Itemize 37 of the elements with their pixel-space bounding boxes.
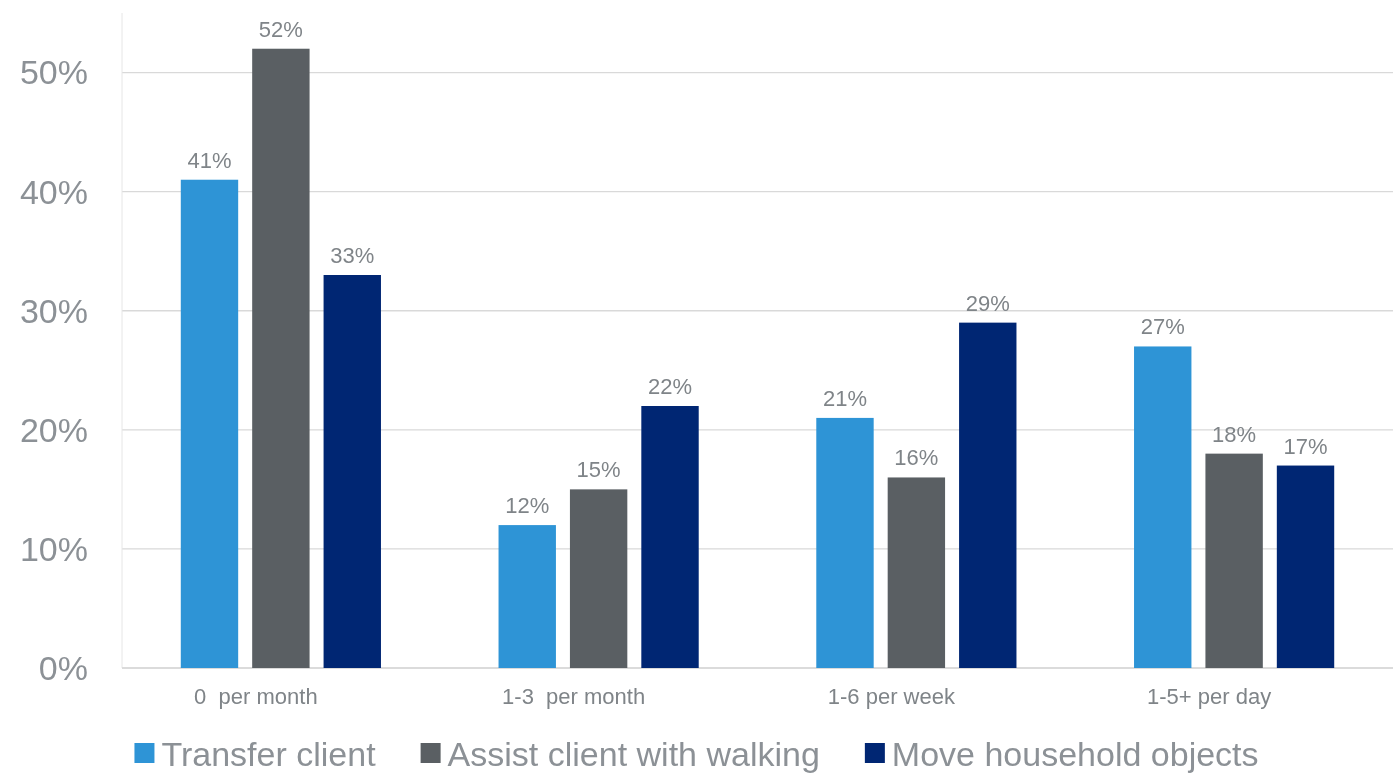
bar — [180, 179, 239, 668]
y-tick-label: 10% — [19, 529, 88, 568]
bar — [323, 275, 381, 668]
bar — [1205, 453, 1263, 668]
bar — [887, 477, 946, 668]
bar — [569, 489, 628, 668]
y-tick-label: 30% — [19, 291, 88, 330]
x-tick-label: 1-5+ per day — [1147, 684, 1272, 709]
bar — [1134, 346, 1192, 668]
data-label: 15% — [576, 457, 621, 483]
bar — [252, 48, 310, 668]
data-label: 29% — [965, 290, 1010, 316]
x-tick-label: 1-6 per week — [827, 684, 956, 709]
x-tick-label: 1-3 per month — [502, 684, 646, 709]
data-label: 21% — [822, 385, 867, 411]
y-tick-label: 50% — [19, 53, 88, 92]
y-tick-label: 0% — [38, 648, 88, 687]
bar — [959, 322, 1017, 668]
data-label: 52% — [258, 16, 303, 42]
legend-label: Move household objects — [891, 735, 1259, 773]
y-tick-label: 20% — [19, 410, 88, 449]
data-label: 16% — [894, 445, 939, 471]
x-tick-label: 0 per month — [194, 684, 318, 709]
data-label: 27% — [1140, 314, 1185, 340]
data-label: 22% — [648, 374, 693, 399]
legend-label: Transfer client — [161, 735, 377, 773]
bar — [641, 406, 699, 668]
bar — [1276, 465, 1335, 668]
data-label: 41% — [187, 147, 232, 173]
data-label: 33% — [330, 243, 375, 268]
data-label: 17% — [1283, 433, 1328, 459]
bar — [816, 417, 874, 668]
data-label: 18% — [1212, 421, 1257, 447]
bar — [498, 525, 556, 668]
legend-label: Assist client with walking — [447, 735, 820, 773]
y-tick-label: 40% — [19, 172, 88, 211]
data-label: 12% — [505, 493, 550, 519]
